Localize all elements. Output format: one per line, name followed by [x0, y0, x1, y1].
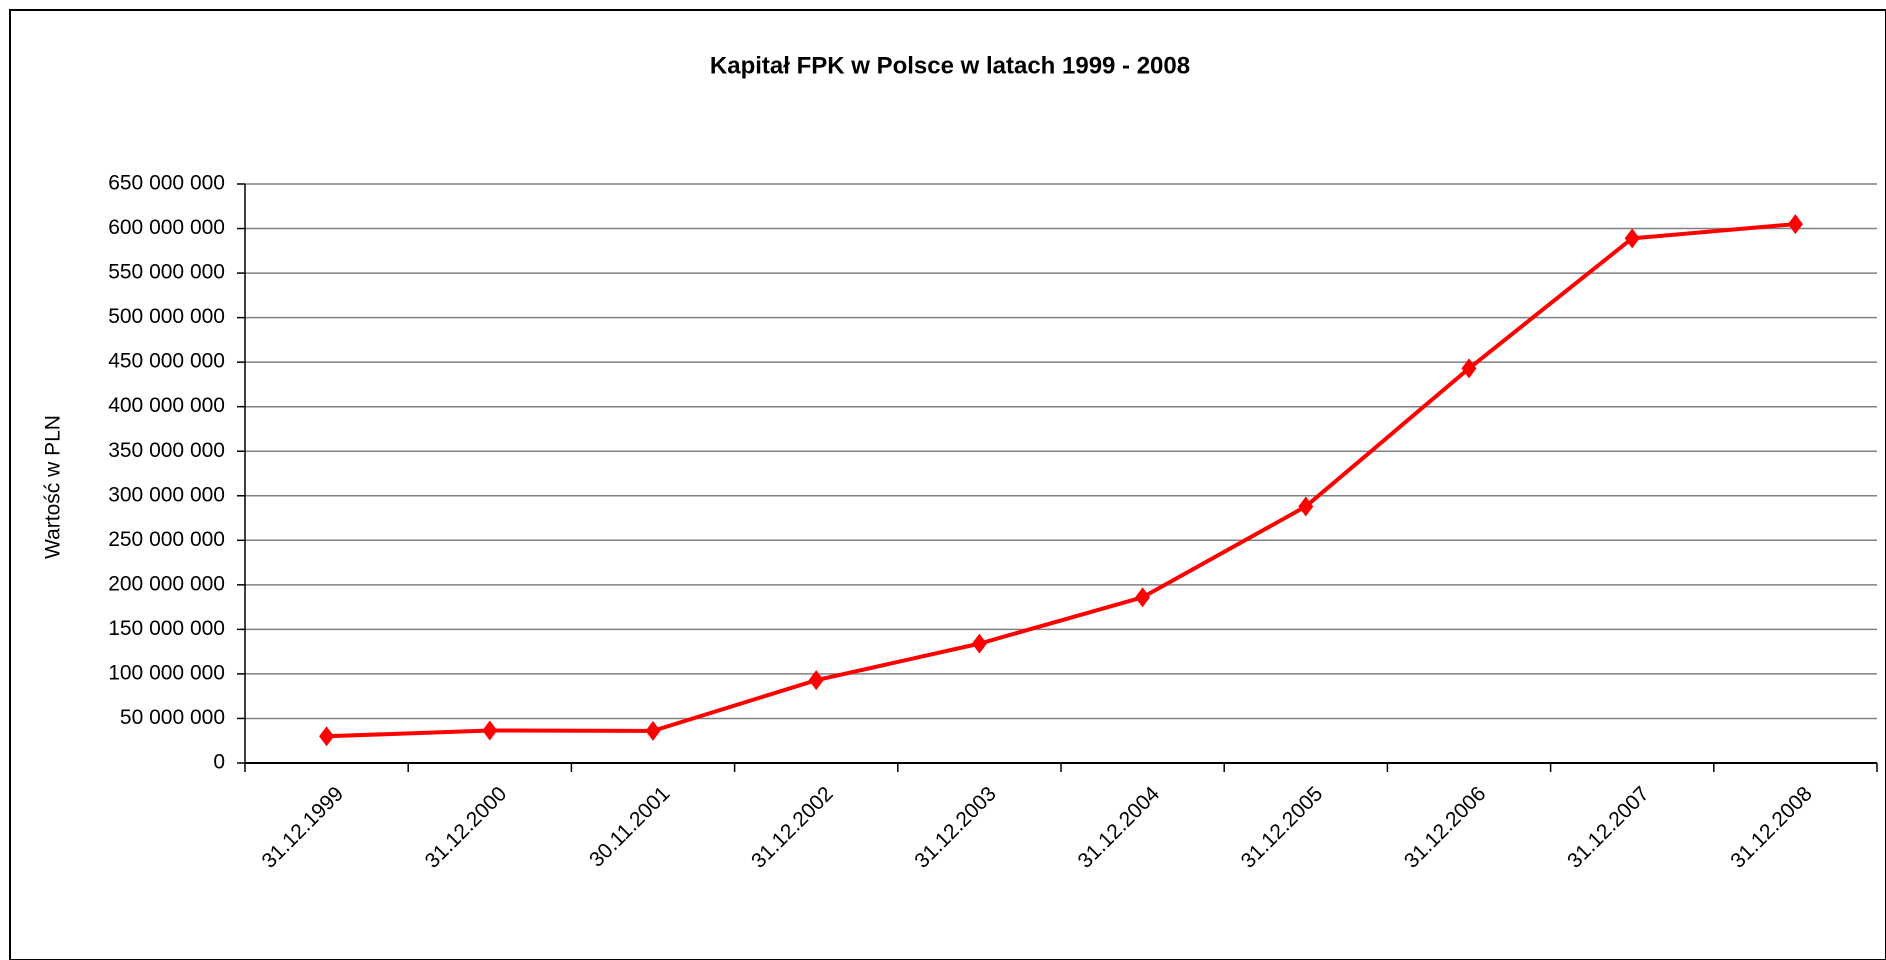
data-marker	[319, 726, 335, 747]
y-axis-label: Wartość w PLN	[42, 415, 65, 559]
y-tick-label: 450 000 000	[108, 350, 225, 373]
y-tick-label: 650 000 000	[108, 172, 225, 195]
data-marker	[971, 633, 987, 654]
y-tick-label: 600 000 000	[108, 216, 225, 239]
data-marker	[1624, 228, 1640, 249]
y-tick-label: 500 000 000	[108, 305, 225, 328]
y-tick-label: 0	[213, 751, 225, 774]
chart-frame	[9, 9, 1886, 960]
y-tick-label: 50 000 000	[120, 706, 225, 729]
y-tick-label: 150 000 000	[108, 617, 225, 640]
data-marker	[645, 720, 661, 741]
data-marker	[482, 720, 498, 741]
y-tick-label: 300 000 000	[108, 483, 225, 506]
data-marker	[1298, 496, 1314, 517]
y-tick-label: 400 000 000	[108, 394, 225, 417]
data-marker	[1787, 214, 1803, 235]
y-tick-label: 350 000 000	[108, 439, 225, 462]
y-tick-label: 200 000 000	[108, 572, 225, 595]
data-line	[326, 222, 1796, 739]
y-tick-label: 100 000 000	[108, 661, 225, 684]
data-marker	[808, 670, 824, 691]
y-tick-label: 250 000 000	[108, 528, 225, 551]
y-tick-label: 550 000 000	[108, 261, 225, 284]
data-marker	[1461, 358, 1477, 379]
data-marker	[1135, 587, 1151, 608]
chart-title: Kapitał FPK w Polsce w latach 1999 - 200…	[710, 52, 1190, 79]
